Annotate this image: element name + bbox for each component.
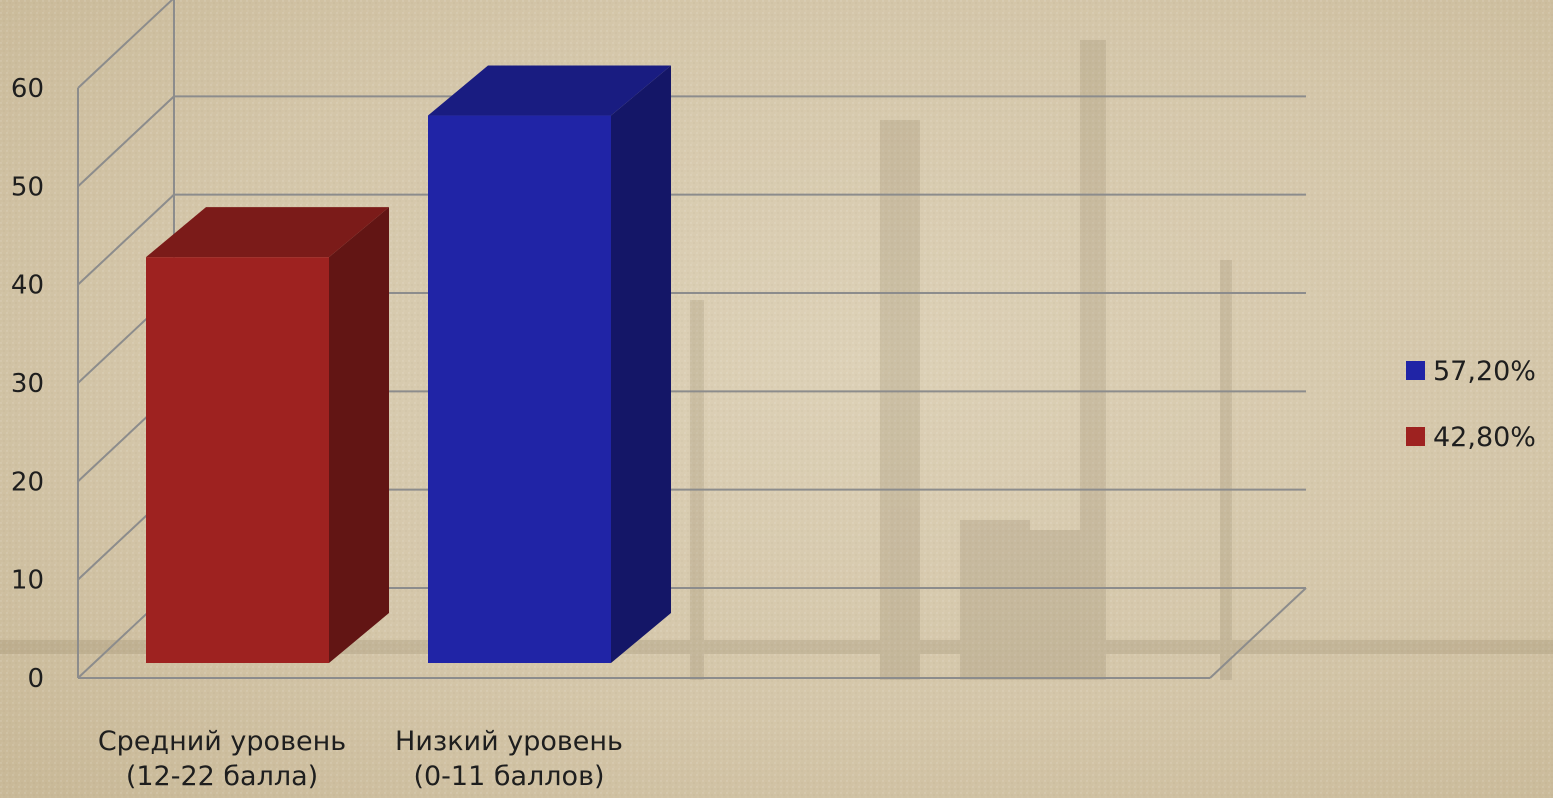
chart-bars (146, 65, 671, 664)
gridline-wall (77, 0, 174, 89)
bar-top-face (146, 207, 389, 258)
gridline-wall (77, 193, 175, 286)
legend-swatch (1406, 427, 1425, 446)
bar-side-face (329, 207, 389, 663)
chart-legend: 57,20% 42,80% (1406, 356, 1536, 453)
floor-right-edge (1209, 587, 1307, 679)
x-tick-label: Средний уровень (12-22 балла) (98, 726, 346, 792)
y-tick-label: 10 (11, 566, 44, 596)
legend-item: 57,20% (1406, 356, 1536, 387)
y-tick-label: 50 (11, 172, 44, 202)
x-axis-labels: Средний уровень (12-22 балла) Низкий урове… (98, 726, 623, 792)
x-tick-label: Низкий уровень (0-11 баллов) (395, 726, 623, 792)
legend-label: 42,80% (1433, 422, 1536, 453)
bar (146, 207, 389, 663)
legend-item: 42,80% (1406, 422, 1536, 453)
legend-swatch (1406, 361, 1425, 380)
y-tick-label: 30 (11, 369, 44, 399)
legend-label: 57,20% (1433, 356, 1536, 387)
bar-front-face (428, 115, 611, 664)
bar-front-face (146, 257, 329, 663)
y-tick-label: 0 (27, 664, 44, 694)
bar-side-face (611, 65, 671, 664)
y-tick-label: 40 (11, 271, 44, 301)
y-tick-label: 60 (11, 74, 44, 104)
bar (428, 65, 671, 664)
y-axis-ticks: 0 10 20 30 40 50 60 (11, 74, 44, 694)
gridline-wall (77, 95, 175, 188)
y-tick-label: 20 (11, 467, 44, 497)
bar-top-face (428, 65, 671, 116)
